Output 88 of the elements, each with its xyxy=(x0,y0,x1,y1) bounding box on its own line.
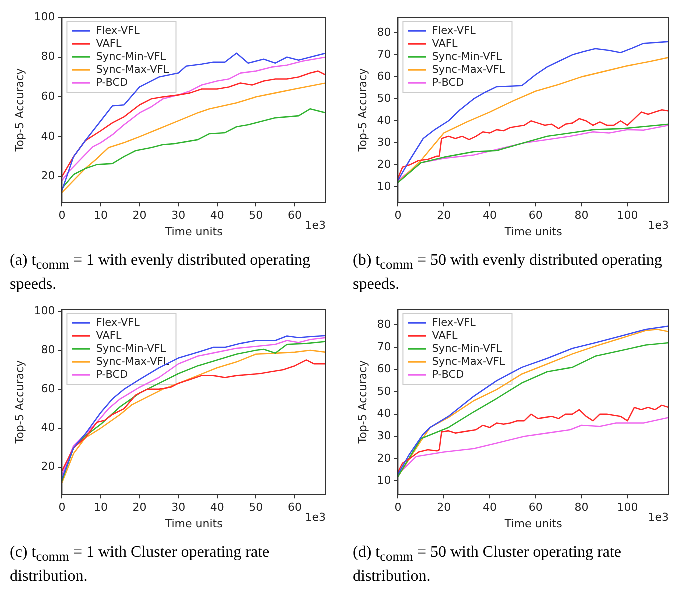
y-tick-label: 80 xyxy=(377,318,392,332)
legend-label: P-BCD xyxy=(96,368,128,381)
x-tick-label: 20 xyxy=(437,501,452,514)
legend-label: VAFL xyxy=(432,330,458,342)
y-tick-label: 20 xyxy=(377,452,392,465)
x-tick-label: 40 xyxy=(210,209,224,222)
x-tick-label: 80 xyxy=(574,501,589,514)
x-tick-label: 0 xyxy=(394,501,402,514)
x-tick-label: 30 xyxy=(172,209,186,222)
legend-label: Flex-VFL xyxy=(432,24,476,37)
legend-label: Flex-VFL xyxy=(96,316,140,329)
legend-label: Flex-VFL xyxy=(96,24,140,37)
y-tick-label: 80 xyxy=(377,26,392,39)
x-tick-label: 40 xyxy=(482,209,497,222)
y-tick-label: 40 xyxy=(377,114,392,127)
x-tick-label: 50 xyxy=(249,209,264,222)
text: 1e3 xyxy=(648,218,669,232)
x-axis-title: Time units xyxy=(504,517,563,530)
y-tick-label: 20 xyxy=(377,158,392,172)
y-tick-label: 70 xyxy=(377,48,392,61)
text: 1e3 xyxy=(648,510,669,524)
text: (c) t$_{comm}$ = 1 with Cluster operating rate distribution. xyxy=(9,543,271,588)
y-tick-label: 40 xyxy=(41,421,56,434)
x-tick-label: 20 xyxy=(437,209,452,222)
y-tick-label: 40 xyxy=(41,130,56,143)
legend-label: Sync-Max-VFL xyxy=(432,64,506,76)
x-tick-label: 10 xyxy=(94,501,108,514)
legend-label: Sync-Max-VFL xyxy=(432,356,506,368)
x-tick-label: 50 xyxy=(249,501,264,514)
legend-label: Sync-Max-VFL xyxy=(96,356,170,368)
x-tick-label: 100 xyxy=(617,501,638,514)
y-tick-label: 10 xyxy=(377,474,392,488)
y-tick-label: 60 xyxy=(377,362,392,376)
x-tick-label: 60 xyxy=(528,209,543,222)
text: (a) t$_{comm}$ = 1 with evenly distributed operating speeds. xyxy=(9,251,312,296)
y-tick-label: 60 xyxy=(41,382,56,396)
legend-label: VAFL xyxy=(432,38,458,50)
y-axis-title: Top-5 Accuracy xyxy=(13,360,26,445)
y-tick-label: 50 xyxy=(377,92,392,105)
legend-label: Sync-Min-VFL xyxy=(432,342,502,355)
legend-label: Sync-Min-VFL xyxy=(96,342,166,355)
y-tick-label: 80 xyxy=(41,343,56,356)
legend-label: Sync-Min-VFL xyxy=(96,50,166,63)
text: (d) t$_{comm}$ = 50 with Cluster operating rate distribution. xyxy=(352,543,623,588)
legend-label: Flex-VFL xyxy=(432,316,476,329)
x-tick-label: 10 xyxy=(94,209,108,222)
x-tick-label: 60 xyxy=(288,209,302,222)
y-tick-label: 60 xyxy=(377,70,392,83)
text: (b) t$_{comm}$ = 50 with evenly distributed operating speeds. xyxy=(352,251,664,296)
legend-label: P-BCD xyxy=(96,76,128,89)
y-tick-label: 50 xyxy=(377,384,392,398)
x-tick-label: 0 xyxy=(394,209,402,222)
x-tick-label: 0 xyxy=(58,501,66,514)
x-tick-label: 100 xyxy=(617,209,638,222)
y-tick-label: 10 xyxy=(377,180,392,194)
y-axis-title: Top-5 Accuracy xyxy=(356,360,370,445)
y-tick-label: 80 xyxy=(41,50,56,64)
x-tick-label: 40 xyxy=(210,501,224,514)
text: 1e3 xyxy=(305,510,326,524)
legend-label: P-BCD xyxy=(432,368,464,381)
y-tick-label: 20 xyxy=(41,460,56,474)
y-axis-title: Top-5 Accuracy xyxy=(356,68,370,153)
text: 1e3 xyxy=(305,218,326,232)
y-tick-label: 100 xyxy=(34,10,56,24)
x-axis-title: Time units xyxy=(504,225,563,238)
x-tick-label: 80 xyxy=(574,209,589,222)
legend-label: VAFL xyxy=(96,330,122,342)
legend-label: Sync-Max-VFL xyxy=(96,64,170,76)
y-tick-label: 100 xyxy=(34,304,56,318)
y-tick-label: 30 xyxy=(377,136,392,149)
x-axis-title: Time units xyxy=(164,517,224,530)
y-tick-label: 20 xyxy=(41,170,56,183)
y-tick-label: 70 xyxy=(377,340,392,354)
x-tick-label: 60 xyxy=(528,501,543,514)
x-tick-label: 40 xyxy=(482,501,497,514)
legend-label: P-BCD xyxy=(432,76,464,89)
y-tick-label: 60 xyxy=(41,90,56,104)
x-tick-label: 60 xyxy=(288,501,302,514)
y-tick-label: 30 xyxy=(377,430,392,443)
x-tick-label: 20 xyxy=(132,209,147,222)
x-tick-label: 20 xyxy=(132,501,147,514)
legend-label: Sync-Min-VFL xyxy=(432,50,502,63)
x-tick-label: 0 xyxy=(58,209,66,222)
legend-label: VAFL xyxy=(96,38,122,50)
x-tick-label: 30 xyxy=(172,501,186,514)
y-axis-title: Top-5 Accuracy xyxy=(13,68,26,153)
x-axis-title: Time units xyxy=(164,225,224,238)
y-tick-label: 40 xyxy=(377,407,392,420)
